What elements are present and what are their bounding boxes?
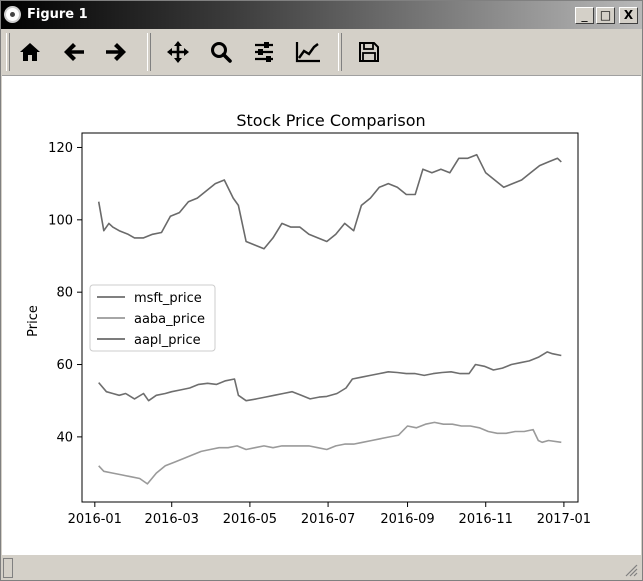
x-tick-label: 2016-03 (145, 512, 199, 527)
y-tick-label: 40 (56, 430, 73, 445)
series-lines (97, 153, 562, 485)
toolbar-separator (147, 33, 151, 71)
x-tick-label: 2016-09 (380, 512, 434, 527)
x-tick-label: 2016-01 (68, 512, 122, 527)
home-button[interactable] (13, 35, 47, 69)
window-title: Figure 1 (27, 7, 88, 22)
x-tick-label: 2016-11 (459, 512, 513, 527)
plot-frame (81, 132, 579, 503)
status-bar (1, 555, 642, 580)
minimize-button[interactable]: _ (575, 7, 594, 24)
status-message-box (3, 558, 13, 578)
maximize-button[interactable]: □ (596, 7, 615, 24)
pan-button[interactable] (161, 35, 195, 69)
y-tick-label: 80 (56, 286, 73, 301)
zoom-button[interactable] (204, 35, 238, 69)
x-tick-label: 2016-07 (301, 512, 355, 527)
axis-ticks: 2016-01 2016-03 2016-05 2016-07 2016-09 2016-… (48, 141, 591, 527)
forward-arrow-icon (106, 43, 126, 61)
series-line-msft_price (98, 351, 562, 402)
legend-box (89, 284, 216, 352)
pan-icon (167, 41, 189, 63)
close-button[interactable]: X (619, 7, 638, 24)
edit-axes-icon (295, 42, 320, 63)
y-tick-label: 60 (56, 358, 73, 373)
series-line-aapl_price (97, 153, 562, 250)
x-tick-label: 2016-05 (223, 512, 277, 527)
series-line-aaba_price (98, 421, 562, 485)
y-axis-label: Price (26, 305, 41, 337)
legend-label-aapl_price: aapl_price (134, 333, 201, 348)
toolbar-grip (6, 33, 10, 71)
home-icon (20, 43, 40, 61)
zoom-icon (211, 42, 232, 63)
figure-canvas[interactable]: Stock Price Comparison Price 2016-01 2016… (2, 75, 641, 555)
forward-button[interactable] (99, 35, 133, 69)
legend-label-msft_price: msft_price (134, 291, 202, 306)
x-tick-label: 2017-01 (537, 512, 591, 527)
navigation-toolbar (1, 29, 642, 75)
toolbar-separator (338, 33, 342, 71)
configure-subplots-icon (255, 42, 273, 62)
chart-title: Stock Price Comparison (236, 111, 425, 130)
legend: msft_price aaba_price aapl_price (89, 284, 216, 352)
chart: Stock Price Comparison Price 2016-01 2016… (26, 111, 591, 527)
legend-label-aaba_price: aaba_price (134, 312, 205, 327)
configure-subplots-button[interactable] (247, 35, 281, 69)
y-tick-label: 120 (48, 141, 73, 156)
save-button[interactable] (352, 35, 386, 69)
back-arrow-icon (64, 43, 84, 61)
edit-axes-button[interactable] (291, 35, 325, 69)
app-icon (4, 6, 21, 23)
save-icon (359, 42, 379, 62)
title-bar: Figure 1 _ □ X (1, 1, 642, 29)
resize-grip-icon[interactable] (625, 564, 638, 577)
y-tick-label: 100 (48, 213, 73, 228)
back-button[interactable] (57, 35, 91, 69)
